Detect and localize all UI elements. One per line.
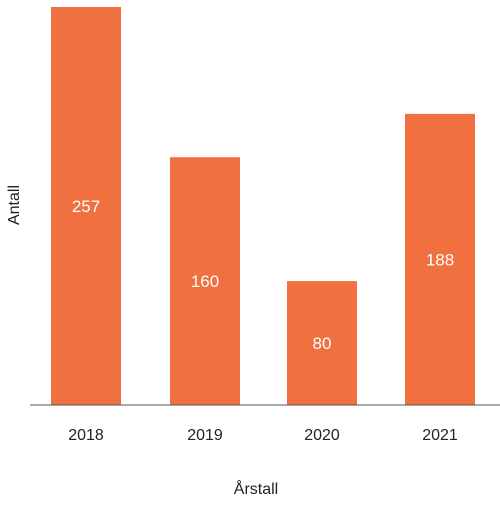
bar-2021 [405,113,475,406]
bar-value-label-2018: 257 [72,197,100,216]
x-tick-label-2020: 2020 [304,427,340,444]
bar-labels-group: 257 160 80 188 [72,197,454,353]
x-axis-title: Årstall [234,479,278,498]
bar-2018 [51,7,121,405]
x-tick-label-2019: 2019 [187,427,223,444]
bar-2020 [287,281,357,405]
x-tick-label-2021: 2021 [422,427,458,444]
bar-value-label-2020: 80 [313,334,332,353]
bar-value-label-2021: 188 [426,250,454,269]
bar-value-label-2019: 160 [191,272,219,291]
bars-group [51,7,475,406]
x-tick-labels-group: 2018 2019 2020 2021 [68,427,458,444]
x-tick-label-2018: 2018 [68,427,104,444]
y-axis-title: Antall [6,185,23,225]
bar-2019 [170,157,240,405]
